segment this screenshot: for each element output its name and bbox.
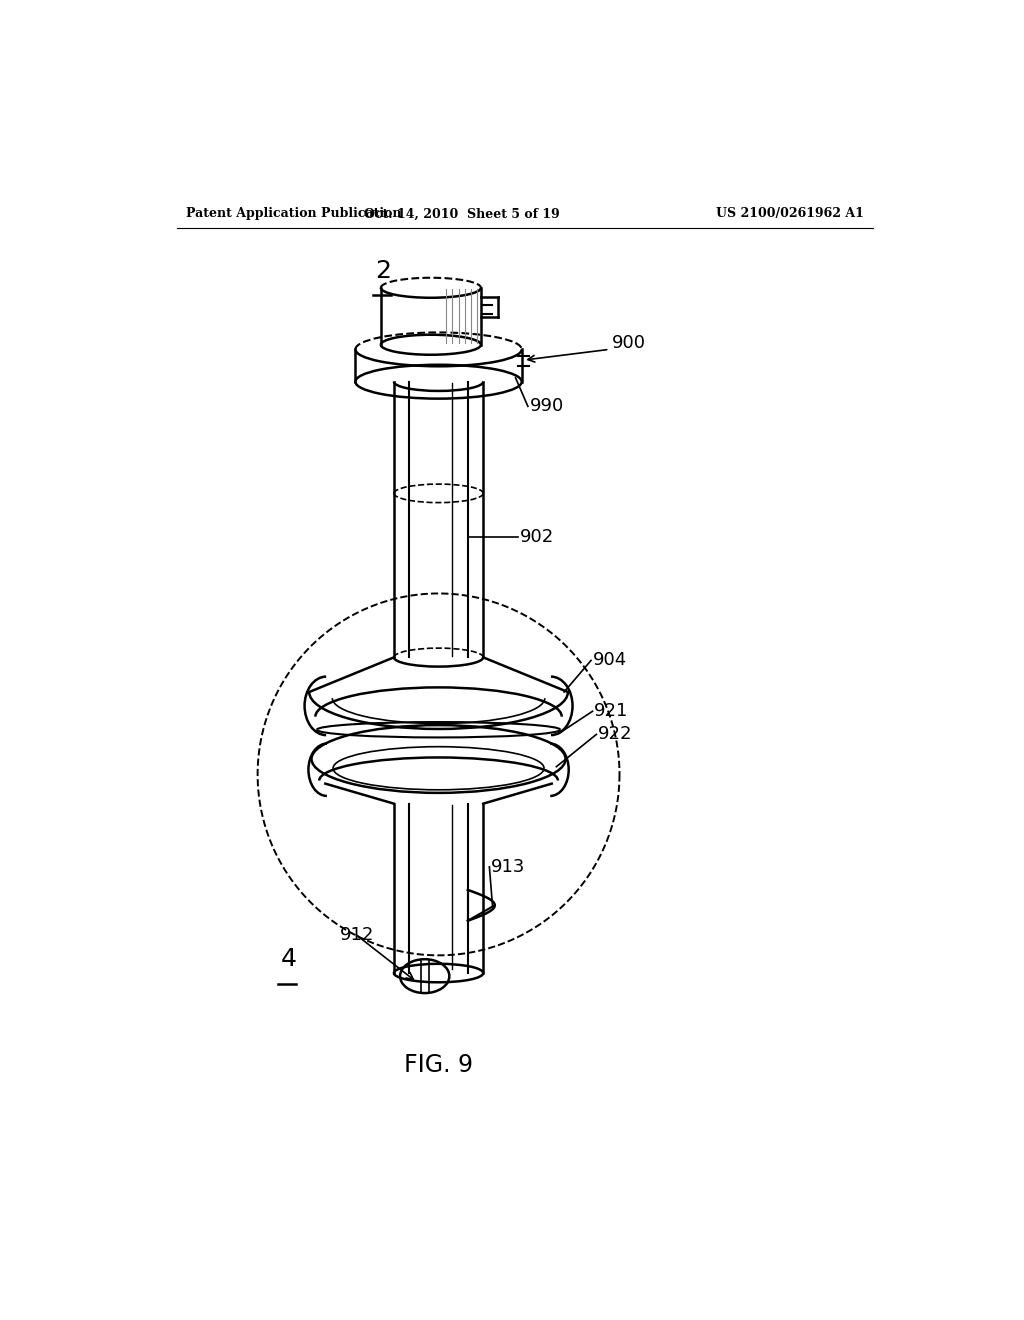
- Text: 900: 900: [611, 334, 646, 352]
- Text: 990: 990: [529, 397, 563, 416]
- Text: 4: 4: [281, 946, 297, 970]
- Text: Patent Application Publication: Patent Application Publication: [186, 207, 401, 220]
- Text: FIG. 9: FIG. 9: [404, 1053, 473, 1077]
- Text: 913: 913: [490, 858, 525, 875]
- Text: 921: 921: [594, 702, 629, 721]
- Text: 922: 922: [598, 726, 633, 743]
- Text: 2: 2: [376, 259, 391, 284]
- Text: 904: 904: [593, 652, 627, 669]
- Text: Oct. 14, 2010  Sheet 5 of 19: Oct. 14, 2010 Sheet 5 of 19: [364, 207, 559, 220]
- Text: 902: 902: [519, 528, 554, 546]
- Text: 912: 912: [340, 925, 375, 944]
- Text: US 2100/0261962 A1: US 2100/0261962 A1: [716, 207, 863, 220]
